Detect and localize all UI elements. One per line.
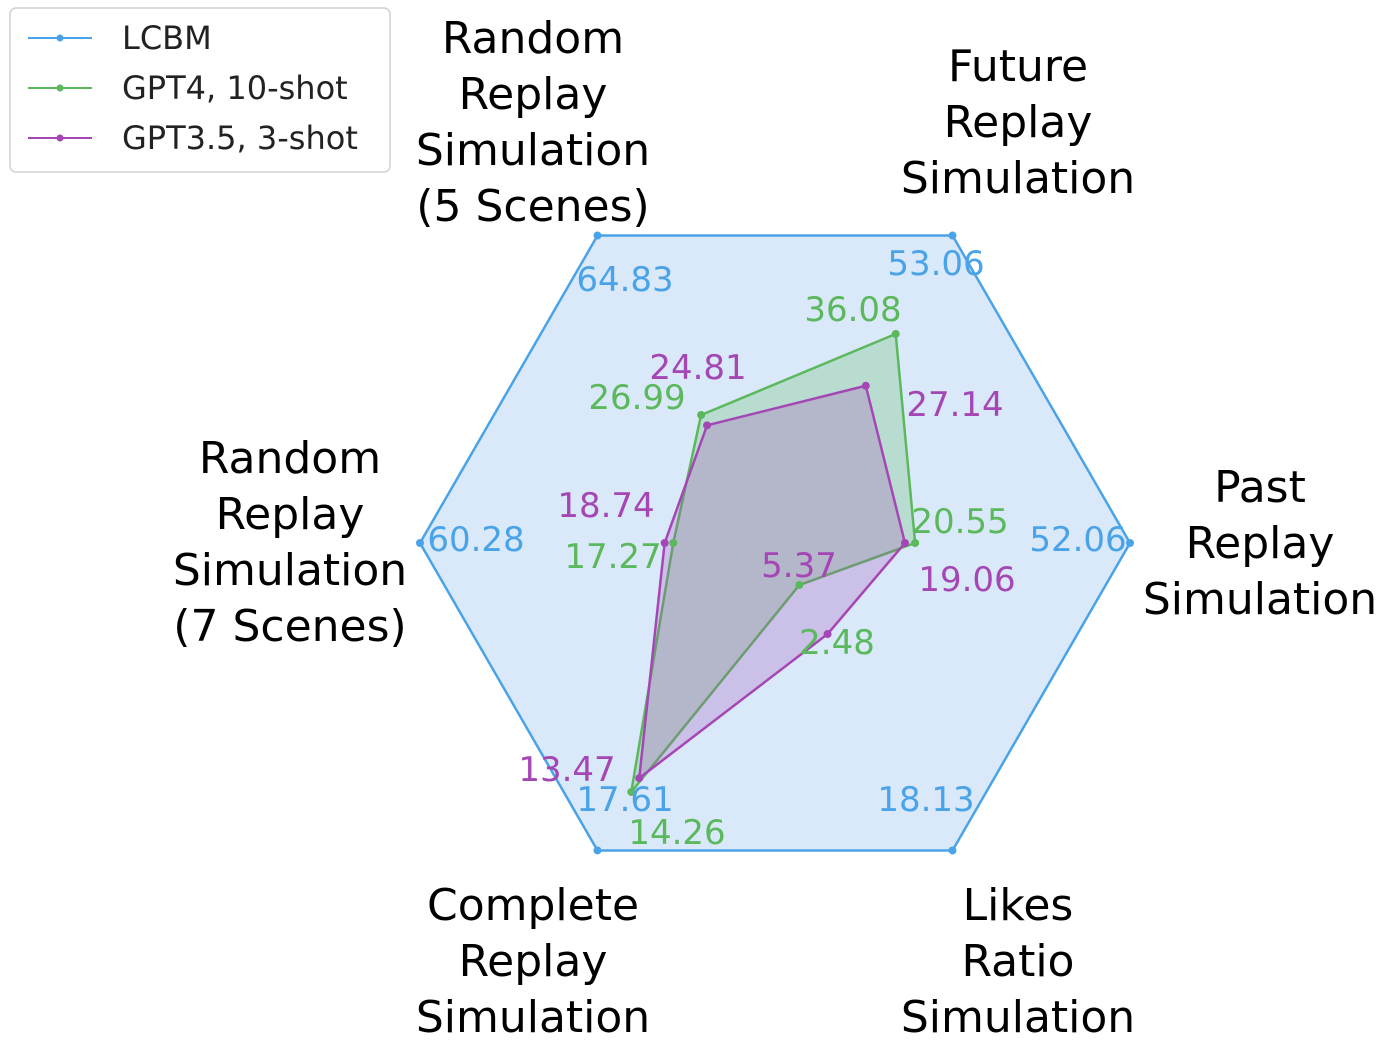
series-point (861, 381, 870, 390)
radar-series-points (416, 231, 1134, 855)
series-point (416, 539, 424, 547)
series-point (660, 539, 669, 547)
series-point (823, 630, 832, 639)
legend-entry-label: GPT3.5, 3-shot (122, 119, 358, 157)
axis-label: Random Replay Simulation (5 Scenes) (416, 13, 650, 232)
value-label: 17.61 (576, 780, 673, 820)
value-label: 18.13 (877, 780, 974, 820)
value-label: 19.06 (918, 560, 1015, 600)
value-label: 5.37 (761, 546, 837, 586)
legend-entry-label: LCBM (122, 19, 212, 57)
series-point (900, 539, 909, 547)
series-point (703, 421, 712, 430)
legend-marker (56, 134, 64, 142)
axis-label: Random Replay Simulation (7 Scenes) (173, 433, 407, 652)
radar-axis-labels: Past Replay Simulation Future Replay Simulati… (173, 13, 1377, 1043)
legend: LCBM GPT4, 10-shot GPT3.5, 3-shot (9, 7, 391, 173)
value-label: 60.28 (427, 520, 524, 560)
series-point (627, 787, 636, 796)
value-label: 27.14 (906, 385, 1003, 425)
legend-box (9, 7, 391, 173)
series-point (697, 411, 706, 420)
axis-label: Future Replay Simulation (901, 41, 1135, 204)
legend-marker (56, 34, 64, 42)
value-label: 52.06 (1029, 520, 1126, 560)
value-label: 13.47 (518, 750, 615, 790)
legend-entry-label: GPT4, 10-shot (122, 69, 348, 107)
value-label: 20.55 (911, 502, 1008, 542)
axis-label: Likes Ratio Simulation (901, 880, 1135, 1043)
value-label: 36.08 (804, 290, 901, 330)
value-label: 26.99 (588, 378, 685, 418)
value-label: 24.81 (649, 348, 746, 388)
axis-label: Complete Replay Simulation (416, 880, 650, 1043)
series-point (635, 774, 644, 783)
value-label: 17.27 (564, 537, 661, 577)
series-point (948, 846, 957, 855)
series-point (911, 539, 920, 547)
value-label: 18.74 (557, 486, 654, 526)
series-point (891, 329, 900, 338)
axis-label: Past Replay Simulation (1143, 462, 1377, 625)
radar-value-labels: 52.06 53.06 64.83 60.28 17.61 18.13 20.55 36.08… (427, 244, 1126, 853)
value-label: 64.83 (576, 260, 673, 300)
series-point (1126, 539, 1134, 547)
value-label: 53.06 (887, 244, 984, 284)
series-point (593, 846, 602, 855)
legend-marker (56, 84, 64, 92)
value-label: 14.26 (628, 813, 725, 853)
value-label: 2.48 (799, 623, 875, 663)
series-point (795, 581, 804, 590)
series-point (948, 231, 957, 240)
series-point (669, 539, 678, 547)
series-point (593, 231, 602, 240)
